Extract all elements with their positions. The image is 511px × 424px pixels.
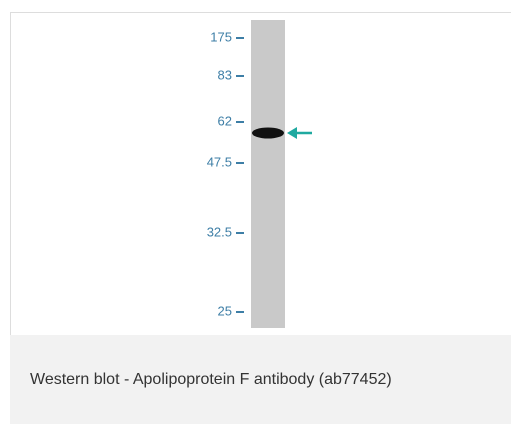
marker-label: 175 xyxy=(210,29,232,44)
marker-label: 62 xyxy=(218,113,232,128)
lane xyxy=(251,20,285,328)
caption: Western blot - Apolipoprotein F antibody… xyxy=(10,335,511,424)
marker-label: 32.5 xyxy=(207,224,232,239)
band xyxy=(252,128,284,139)
page: 175 83 62 47.5 32.5 25 Western blot - Ap… xyxy=(0,0,511,424)
blot-figure: 175 83 62 47.5 32.5 25 xyxy=(0,0,511,335)
marker-label: 83 xyxy=(218,67,232,82)
marker-label: 47.5 xyxy=(207,154,232,169)
marker-label: 25 xyxy=(218,303,232,318)
